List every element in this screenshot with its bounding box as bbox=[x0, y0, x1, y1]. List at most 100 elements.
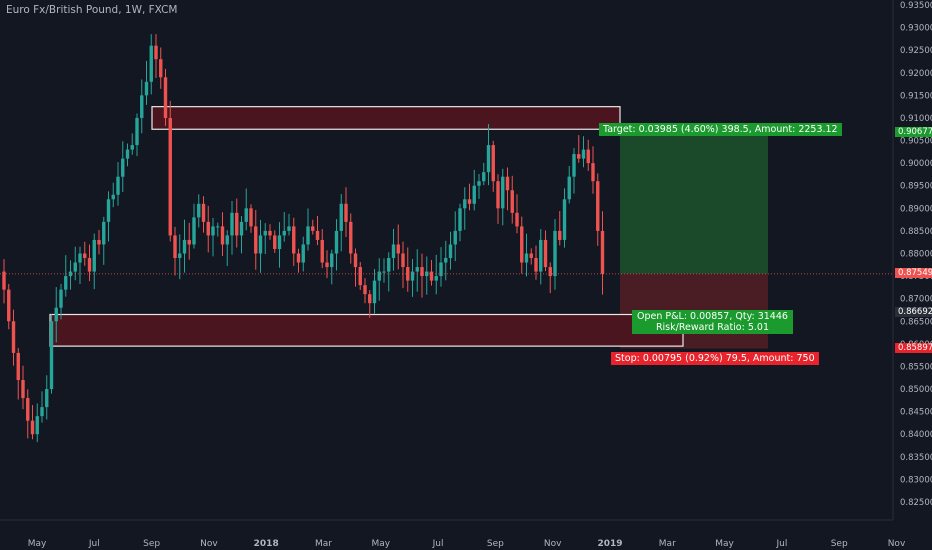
candle-body bbox=[282, 230, 286, 236]
price-tick-label: 0.85500 bbox=[900, 362, 932, 372]
candle-body bbox=[140, 95, 144, 118]
candle-body bbox=[16, 352, 20, 381]
candle-body bbox=[102, 221, 106, 245]
candle-body bbox=[249, 208, 253, 227]
candle-body bbox=[325, 262, 329, 268]
price-tick-label: 0.84500 bbox=[900, 408, 932, 418]
candle-body bbox=[548, 267, 552, 277]
price-tick-label: 0.92500 bbox=[900, 46, 932, 56]
time-tick-label: Sep bbox=[143, 539, 160, 549]
candle-body bbox=[339, 203, 343, 231]
candle-body bbox=[201, 203, 206, 222]
candle-body bbox=[149, 45, 153, 82]
candle-body bbox=[40, 407, 44, 417]
time-tick-label: May bbox=[28, 539, 47, 549]
price-tick-label: 0.89500 bbox=[900, 182, 932, 192]
candle-body bbox=[486, 145, 491, 173]
price-tick-label: 0.90500 bbox=[900, 137, 932, 147]
candle-body bbox=[505, 176, 510, 191]
price-tick-label: 0.93500 bbox=[900, 1, 932, 11]
candle-body bbox=[11, 321, 16, 353]
time-tick-label: Jul bbox=[775, 539, 787, 549]
candle-body bbox=[330, 253, 334, 268]
pnl-box: Open P&L: 0.00857, Qty: 31446 Risk/Rewar… bbox=[632, 309, 793, 334]
candle-body bbox=[130, 145, 134, 150]
candle-body bbox=[230, 212, 234, 236]
demand-zone-box bbox=[49, 313, 684, 347]
candle-body bbox=[372, 280, 377, 304]
candle-body bbox=[539, 239, 543, 272]
candle-body bbox=[273, 235, 277, 249]
candle-body bbox=[168, 117, 172, 236]
candle-body bbox=[45, 389, 49, 408]
price-tick-label: 0.84000 bbox=[900, 430, 932, 440]
candle-body bbox=[600, 230, 605, 274]
chart-title: Euro Fx/British Pound, 1W, FXCM bbox=[6, 4, 178, 16]
candle-body bbox=[87, 258, 92, 272]
candle-body bbox=[477, 181, 481, 186]
candle-body bbox=[306, 226, 310, 245]
candle-body bbox=[520, 226, 524, 263]
candle-body bbox=[92, 239, 96, 272]
price-tick-label: 0.90000 bbox=[900, 159, 932, 169]
price-tick-label: 0.88500 bbox=[900, 227, 932, 237]
candle-body bbox=[206, 221, 210, 236]
candle-body bbox=[292, 226, 296, 254]
candle-body bbox=[244, 208, 248, 222]
candle-body bbox=[311, 226, 315, 231]
candle-body bbox=[144, 81, 149, 96]
target-label: Target: 0.03985 (4.60%) 398.5, Amount: 2… bbox=[599, 122, 842, 136]
candle-body bbox=[363, 285, 367, 295]
candle-body bbox=[254, 226, 258, 254]
price-tick-label: 0.91000 bbox=[900, 114, 932, 124]
candle-body bbox=[121, 158, 125, 177]
candle-body bbox=[387, 258, 391, 272]
risk-reward-label: Risk/Reward Ratio: 5.01 bbox=[655, 321, 769, 333]
candle-body bbox=[491, 145, 495, 182]
price-tick-label: 0.88000 bbox=[900, 250, 932, 260]
candle-body bbox=[420, 267, 424, 277]
open-pnl-label: Open P&L: 0.00857, Qty: 31446 bbox=[637, 310, 788, 322]
candle-body bbox=[439, 262, 443, 277]
time-tick-label: Mar bbox=[315, 539, 332, 549]
candle-body bbox=[116, 176, 120, 195]
candle-body bbox=[54, 307, 58, 322]
candle-body bbox=[78, 253, 82, 263]
time-tick-label: Sep bbox=[831, 539, 848, 549]
candle-body bbox=[277, 235, 282, 249]
price-tick-label: 0.93000 bbox=[900, 24, 932, 34]
candle-body bbox=[182, 239, 187, 254]
candle-body bbox=[7, 289, 11, 322]
candle-body bbox=[581, 149, 586, 159]
candle-body bbox=[553, 230, 557, 277]
candle-body bbox=[125, 149, 130, 159]
candle-body bbox=[334, 230, 339, 254]
candle-body bbox=[391, 244, 396, 259]
candle-body bbox=[30, 420, 35, 435]
candle-body bbox=[586, 149, 590, 164]
candle-body bbox=[68, 271, 73, 277]
candle-body bbox=[543, 239, 548, 268]
target-price-marker: 0.90677 bbox=[895, 126, 932, 137]
candle-body bbox=[349, 221, 353, 254]
entry-price-marker: 0.86692 bbox=[895, 306, 932, 317]
candle-body bbox=[396, 244, 400, 254]
candle-body bbox=[2, 271, 6, 290]
stop-price-marker: 0.85897 bbox=[895, 342, 932, 353]
candle-body bbox=[353, 253, 358, 268]
candle-body bbox=[163, 77, 168, 118]
candle-body bbox=[382, 271, 386, 273]
candle-body bbox=[173, 235, 177, 259]
candle-body bbox=[453, 230, 457, 245]
price-tick-label: 0.92000 bbox=[900, 69, 932, 79]
candle-body bbox=[429, 271, 434, 281]
candle-body bbox=[21, 380, 25, 399]
supply-zone-box bbox=[151, 106, 621, 130]
candle-body bbox=[83, 253, 87, 259]
price-tick-label: 0.85000 bbox=[900, 385, 932, 395]
candle-body bbox=[106, 199, 111, 222]
candle-body bbox=[49, 321, 54, 390]
candle-body bbox=[187, 239, 191, 245]
candle-body bbox=[268, 230, 272, 236]
